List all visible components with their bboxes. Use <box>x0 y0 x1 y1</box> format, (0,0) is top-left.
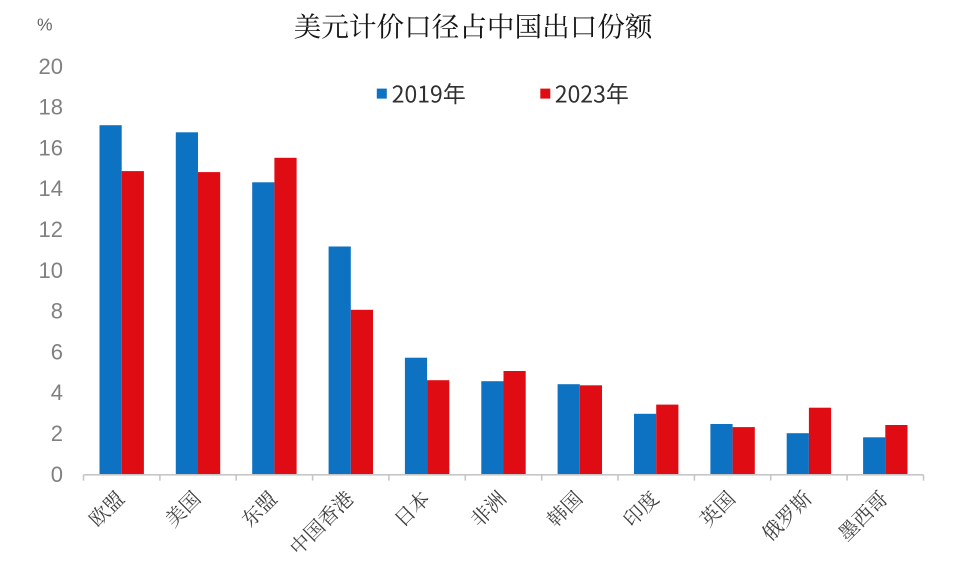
svg-text:8: 8 <box>51 299 63 324</box>
svg-text:10: 10 <box>39 258 63 283</box>
svg-text:16: 16 <box>39 135 63 160</box>
svg-text:0: 0 <box>51 462 63 487</box>
svg-text:6: 6 <box>51 339 63 364</box>
svg-text:2: 2 <box>51 421 63 446</box>
svg-text:18: 18 <box>39 95 63 120</box>
svg-text:%: % <box>37 15 53 35</box>
svg-text:14: 14 <box>39 176 63 201</box>
svg-text:12: 12 <box>39 217 63 242</box>
svg-text:20: 20 <box>39 54 63 79</box>
svg-text:4: 4 <box>51 380 63 405</box>
